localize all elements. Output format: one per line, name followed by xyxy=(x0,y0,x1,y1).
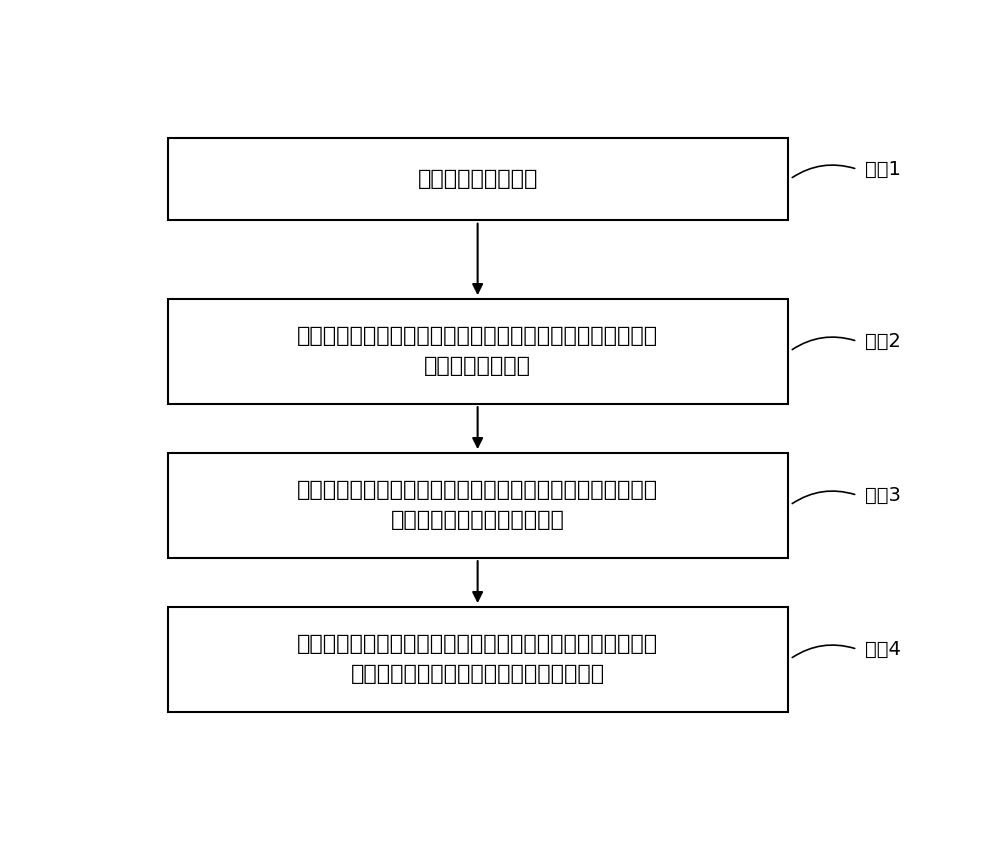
Text: 步骤2: 步骤2 xyxy=(865,332,901,351)
Text: 步骤3: 步骤3 xyxy=(865,486,901,505)
Bar xyxy=(168,299,788,403)
Text: 采用具有遗忘因了的有限记忆递推最小二乘在线辨识方法对递
推模型中的车辆前、后轮侧偏刚度进行辨识: 采用具有遗忘因了的有限记忆递推最小二乘在线辨识方法对递 推模型中的车辆前、后轮侧… xyxy=(297,634,658,684)
Text: 步骤4: 步骤4 xyxy=(865,640,901,659)
Bar xyxy=(168,453,788,557)
Bar xyxy=(168,138,788,220)
Bar xyxy=(168,607,788,711)
Text: 步骤1: 步骤1 xyxy=(865,160,901,179)
Text: 对车辆动力学简化模型进行离散化，得到以车辆前、后轮侧偏
刚度为待估计参数的递推模型: 对车辆动力学简化模型进行离散化，得到以车辆前、后轮侧偏 刚度为待估计参数的递推模… xyxy=(297,480,658,530)
Text: 建立车辆动力学模型: 建立车辆动力学模型 xyxy=(417,169,538,189)
Text: 基于线性侧向轮胎力模型对车辆动力学模型进行简化，得到车
辆动力学简化模型: 基于线性侧向轮胎力模型对车辆动力学模型进行简化，得到车 辆动力学简化模型 xyxy=(297,326,658,376)
